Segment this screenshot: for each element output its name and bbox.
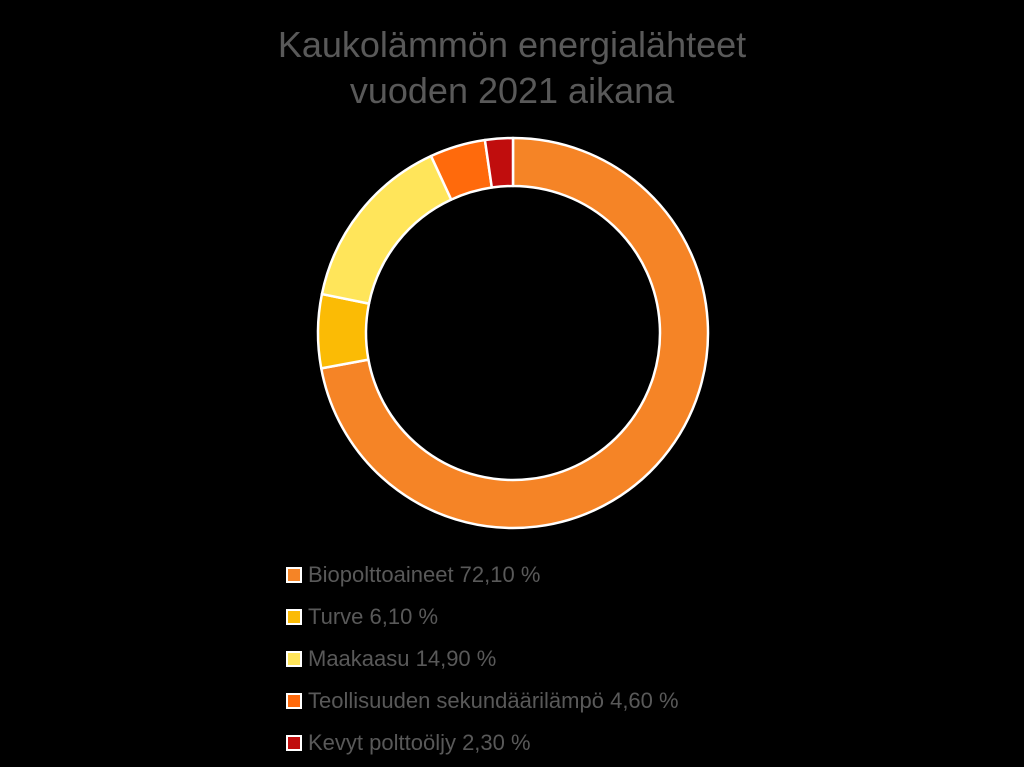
donut-slice-turve bbox=[316, 292, 371, 370]
legend-label: Teollisuuden sekundäärilämpö 4,60 % bbox=[308, 688, 679, 713]
chart-title-line1: Kaukolämmön energialähteet bbox=[277, 24, 747, 65]
chart-title-line2: vuoden 2021 aikana bbox=[349, 70, 675, 111]
legend-label: Biopolttoaineet 72,10 % bbox=[308, 562, 541, 587]
legend-swatch-icon bbox=[286, 693, 302, 709]
legend-label: Kevyt polttoöljy 2,30 % bbox=[308, 730, 531, 755]
legend-item-biopolttoaineet: Biopolttoaineet 72,10 % bbox=[286, 554, 679, 596]
legend-swatch-icon bbox=[286, 609, 302, 625]
legend-swatch-icon bbox=[286, 651, 302, 667]
donut-slice-maakaasu bbox=[320, 154, 453, 305]
chart-legend: Biopolttoaineet 72,10 % Turve 6,10 % Maa… bbox=[286, 554, 679, 764]
legend-swatch-icon bbox=[286, 735, 302, 751]
donut-slice-biopolttoaineet bbox=[319, 136, 710, 530]
legend-item-kevyt-polttooljy: Kevyt polttoöljy 2,30 % bbox=[286, 722, 679, 764]
legend-swatch-icon bbox=[286, 567, 302, 583]
donut-slice-kevyt-poltto-ljy bbox=[483, 136, 515, 189]
legend-item-teollisuuden-sekundaarilampo: Teollisuuden sekundäärilämpö 4,60 % bbox=[286, 680, 679, 722]
chart-title: Kaukolämmön energialähteet vuoden 2021 a… bbox=[0, 22, 1024, 114]
legend-label: Turve 6,10 % bbox=[308, 604, 439, 629]
legend-item-turve: Turve 6,10 % bbox=[286, 596, 679, 638]
legend-label: Maakaasu 14,90 % bbox=[308, 646, 497, 671]
legend-item-maakaasu: Maakaasu 14,90 % bbox=[286, 638, 679, 680]
